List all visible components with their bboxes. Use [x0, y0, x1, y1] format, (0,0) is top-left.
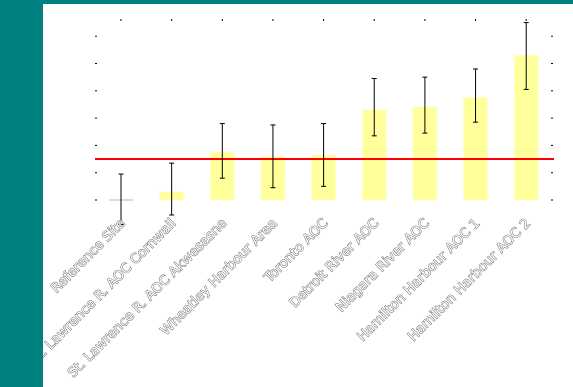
x-tick-label: Detroit River AOC: [286, 216, 382, 312]
chart-panel: Reference Site St. Lawrence R. AOC Cornwa…: [43, 4, 573, 387]
x-tick-label: Niagara River AOC: [333, 216, 433, 316]
